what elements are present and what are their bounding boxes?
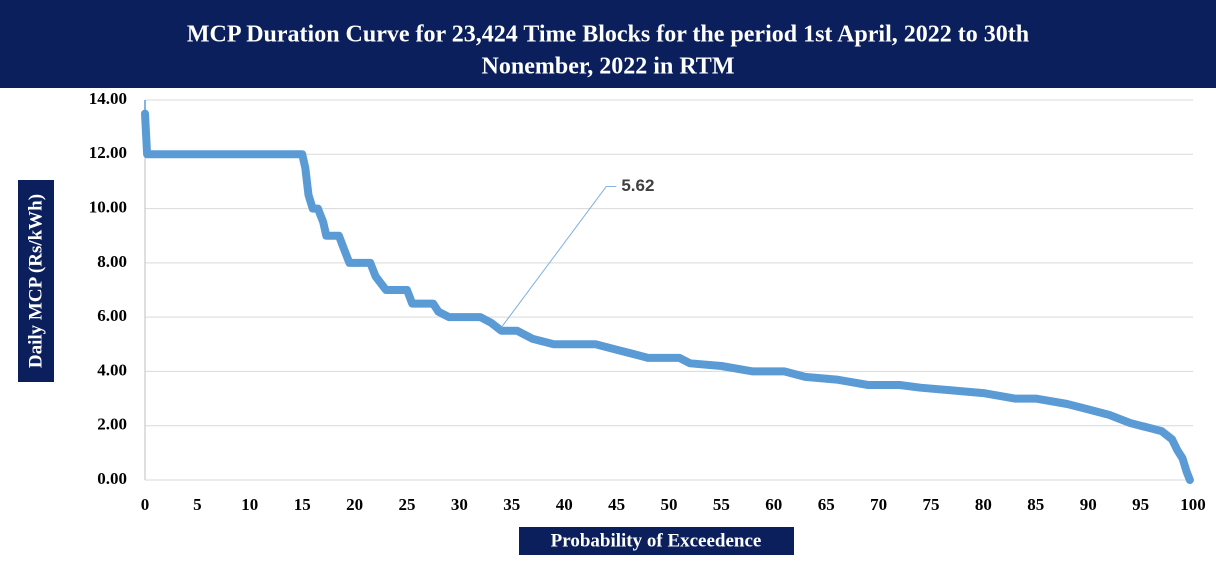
chart-subtitle: Nonember, 2022 in RTM <box>482 54 735 80</box>
y-tick-label: 12.00 <box>89 143 127 162</box>
y-tick-label: 6.00 <box>97 306 127 325</box>
y-tick-label: 14.00 <box>89 89 127 108</box>
x-tick-label: 0 <box>141 495 150 514</box>
x-tick-label: 60 <box>765 495 782 514</box>
y-tick-label: 2.00 <box>97 415 127 434</box>
x-tick-label: 45 <box>608 495 625 514</box>
x-tick-label: 30 <box>451 495 468 514</box>
x-tick-label: 80 <box>975 495 992 514</box>
y-tick-label: 0.00 <box>97 469 127 488</box>
x-tick-label: 100 <box>1180 495 1206 514</box>
x-label-box <box>519 527 794 555</box>
x-tick-label: 25 <box>399 495 416 514</box>
x-axis-label: Probability of Exceedence <box>551 530 762 551</box>
x-tick-label: 5 <box>193 495 202 514</box>
x-tick-label: 95 <box>1132 495 1149 514</box>
y-tick-label: 4.00 <box>97 360 127 379</box>
chart-title: MCP Duration Curve for 23,424 Time Block… <box>187 22 1029 48</box>
x-tick-label: 55 <box>713 495 730 514</box>
x-tick-label: 85 <box>1027 495 1044 514</box>
annotation: 5.62 <box>621 176 654 195</box>
y-tick-label: 10.00 <box>89 197 127 216</box>
y-tick-label: 8.00 <box>97 252 127 271</box>
x-tick-label: 65 <box>818 495 835 514</box>
title-bar <box>0 0 1216 88</box>
x-tick-label: 10 <box>241 495 258 514</box>
leader-line <box>500 186 607 328</box>
x-tick-label: 35 <box>503 495 520 514</box>
x-tick-label: 40 <box>556 495 573 514</box>
y-axis-label: Daily MCP (Rs/kWh) <box>25 194 46 368</box>
x-tick-label: 90 <box>1080 495 1097 514</box>
data-line <box>141 109 1194 484</box>
x-tick-label: 50 <box>661 495 678 514</box>
x-tick-label: 15 <box>294 495 311 514</box>
x-tick-label: 75 <box>923 495 940 514</box>
y-label-box <box>18 180 54 382</box>
x-tick-label: 20 <box>346 495 363 514</box>
x-tick-label: 70 <box>870 495 887 514</box>
